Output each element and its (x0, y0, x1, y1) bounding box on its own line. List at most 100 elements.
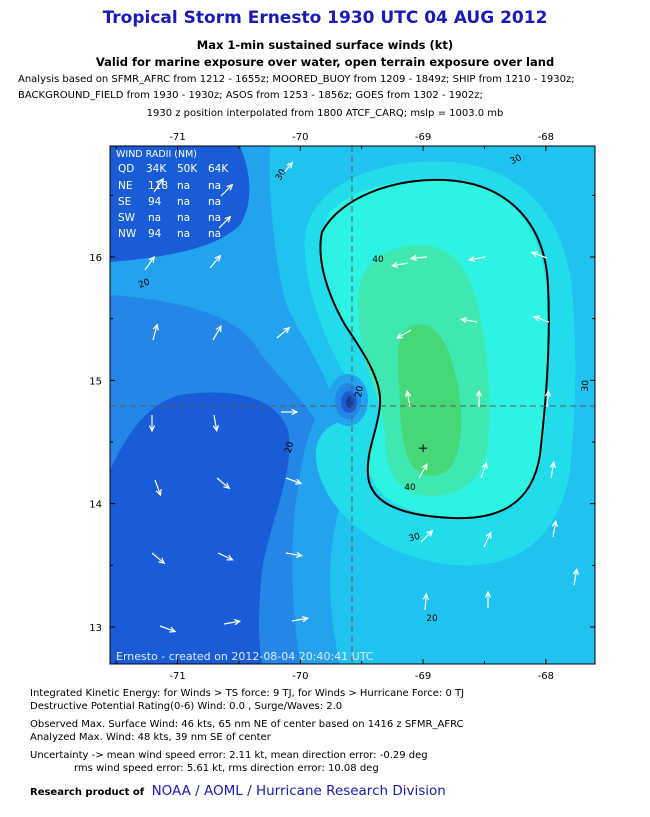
wind-vector-arrow (153, 177, 164, 193)
x-tick-label: -70 (292, 671, 308, 682)
wind-vector-arrow (151, 552, 166, 565)
wind-radii-cell: na (148, 212, 161, 224)
wind-radii-cell: na (177, 228, 190, 240)
chart-credit: Ernesto - created on 2012-08-04 20:40:41… (116, 650, 374, 663)
wind-radii-cell: SW (118, 212, 136, 224)
wind-vector-arrow (154, 479, 162, 497)
wind-radii-cell: na (208, 196, 221, 208)
contour-label: 40 (404, 483, 416, 493)
wind-vectors (144, 161, 579, 633)
wind-radii-header-cell: 50K (177, 163, 198, 175)
wind-radii-cell: na (177, 180, 190, 192)
chart-subtitle-2: Valid for marine exposure over water, op… (95, 55, 555, 69)
wind-vector-arrow (544, 389, 552, 408)
wind-vector-arrow (281, 161, 294, 176)
x-tick-label: -69 (415, 671, 431, 682)
wind-radii-title: WIND RADII (NM) (116, 149, 197, 160)
wind-radii-cell: na (208, 212, 221, 224)
wind-vector-arrow (484, 590, 492, 608)
field-lt15 (110, 146, 250, 262)
analysis-sources-1: Analysis based on SFMR_AFRC from 1212 - … (18, 74, 575, 85)
analyzed-max-text: Analyzed Max. Wind: 48 kts, 39 nm SE of … (30, 732, 271, 743)
wind-vector-arrow (390, 261, 409, 268)
wind-vector-arrow (281, 408, 299, 416)
x-tick-label-top: -71 (169, 132, 185, 143)
dpr-text: Destructive Potential Rating(0-6) Wind: … (30, 701, 343, 712)
contour-label: 30 (581, 379, 592, 392)
wind-radii-cell: SE (118, 196, 131, 208)
wind-vector-arrow (276, 326, 291, 339)
x-tick-label-top: -69 (415, 132, 431, 143)
wind-vector-arrow (395, 329, 412, 339)
wind-vector-arrow (459, 317, 478, 324)
research-product: Research product of NOAA / AOML / Hurric… (30, 783, 446, 799)
wind-vector-arrow (409, 254, 428, 262)
field-45-plus (398, 324, 462, 476)
max-wind-marker (419, 444, 428, 453)
wind-radii-cell: 94 (148, 228, 162, 240)
wind-vector-arrow (220, 183, 234, 197)
wind-vector-arrow (572, 567, 579, 586)
wind-radii-cell: na (177, 196, 190, 208)
x-tick-label: -71 (169, 671, 185, 682)
uncertainty-text-1: Uncertainty -> mean wind speed error: 2.… (30, 750, 428, 761)
ike-text: Integrated Kinetic Energy: for Winds > T… (30, 688, 465, 699)
wind-vector-arrow (209, 254, 222, 269)
wind-radii-table: WIND RADII (NM) QD 34K 50K 64K NE 118 na na SE 94… (116, 149, 229, 240)
wind-vector-arrow (159, 625, 177, 633)
contour-label: 20 (426, 614, 438, 624)
wind-radii-cell: 94 (148, 196, 162, 208)
wind-vector-arrow (549, 460, 556, 479)
wind-vector-arrow (418, 462, 428, 479)
plot-frame (109, 145, 596, 665)
wind-radii-cell: na (208, 228, 221, 240)
chart-subtitle: Max 1-min sustained surface winds (kt) (196, 38, 454, 52)
wind-radii-header-cell: 34K (146, 163, 167, 175)
contour-label: 30 (408, 532, 422, 545)
wind-vector-arrow (218, 215, 232, 229)
research-label: Research product of (30, 787, 145, 798)
wind-radii-header-cell: QD (118, 163, 134, 175)
y-tick-label: 13 (89, 623, 102, 634)
wind-vector-arrow (483, 531, 492, 548)
wind-vector-arrow (223, 619, 242, 626)
wind-radii-cell: NE (118, 180, 133, 192)
contour-label: 40 (372, 255, 384, 265)
wind-radii-cell: 118 (148, 180, 168, 192)
position-note: 1930 z position interpolated from 1800 A… (146, 108, 504, 119)
noaa-link[interactable]: NOAA / AOML / Hurricane Research Divisio… (151, 783, 446, 799)
wind-vector-arrow (530, 251, 548, 259)
wind-vector-arrow (420, 529, 434, 543)
chart-title: Tropical Storm Ernesto 1930 UTC 04 AUG 2… (102, 8, 548, 28)
wind-vector-arrow (475, 389, 483, 407)
contour-label: 20 (354, 385, 366, 398)
wind-vector-arrow (212, 414, 219, 433)
wind-vector-arrow (291, 616, 310, 623)
field-lt15-sw (110, 392, 290, 664)
wind-vector-arrow (148, 415, 156, 433)
analysis-sources-2: BACKGROUND_FIELD from 1930 - 1930z; ASOS… (18, 90, 483, 101)
y-tick-label: 15 (89, 376, 102, 387)
wind-vector-arrow (144, 255, 155, 271)
wind-vector-arrow (532, 315, 550, 323)
wind-vector-arrow (467, 255, 486, 262)
contour-label: 20 (284, 440, 297, 454)
wind-radii-cell: na (177, 212, 190, 224)
wind-radii-header-cell: 64K (208, 163, 229, 175)
wind-vector-arrow (212, 324, 222, 341)
wind-vector-arrow (217, 552, 234, 561)
wind-vector-arrow (285, 551, 304, 558)
x-tick-label-top: -68 (538, 132, 554, 143)
y-tick-label: 14 (89, 500, 102, 511)
wind-vector-arrow (216, 477, 231, 490)
wind-vector-arrow (152, 323, 159, 341)
wind-vector-arrow (480, 461, 488, 479)
axes: -71 -71 -70 -70 -69 -69 -68 -68 13 14 15 16 (89, 132, 595, 682)
wind-vector-arrow (405, 389, 412, 408)
wind-vector-arrow (285, 477, 303, 485)
x-tick-label-top: -70 (292, 132, 308, 143)
y-tick-label: 16 (89, 253, 102, 264)
